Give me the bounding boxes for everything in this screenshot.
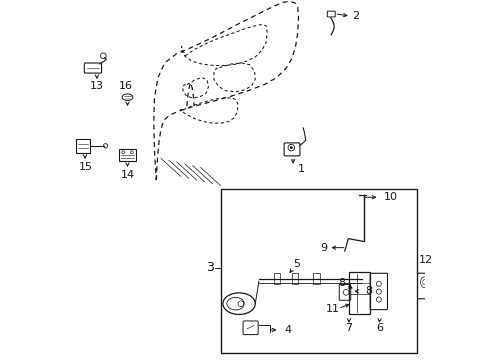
Text: 5: 5 — [293, 259, 300, 269]
Text: 2: 2 — [351, 11, 358, 21]
Text: 15: 15 — [79, 162, 93, 172]
Text: 13: 13 — [90, 81, 103, 91]
Bar — [221, 189, 416, 353]
Text: 3: 3 — [206, 261, 214, 274]
Text: 7: 7 — [345, 323, 352, 333]
Text: 12: 12 — [418, 255, 432, 265]
Text: 9: 9 — [320, 243, 327, 253]
Text: 16: 16 — [119, 81, 132, 91]
Text: 8: 8 — [365, 286, 371, 296]
Text: 1: 1 — [297, 164, 304, 174]
Text: 10: 10 — [384, 192, 397, 202]
Text: 11: 11 — [325, 303, 339, 314]
Circle shape — [289, 146, 292, 149]
Text: 6: 6 — [375, 323, 382, 333]
Text: 14: 14 — [120, 170, 134, 180]
Text: 8: 8 — [338, 278, 345, 288]
Text: 4: 4 — [284, 325, 291, 335]
